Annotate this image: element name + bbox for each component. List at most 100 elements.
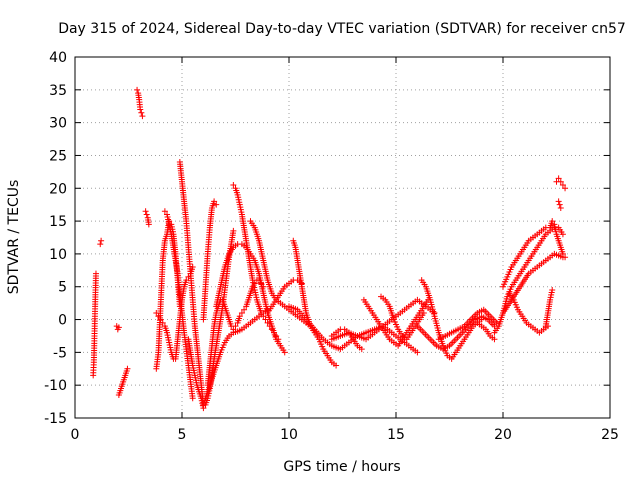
y-tick-label: 30	[49, 116, 67, 132]
data-point	[557, 178, 564, 185]
data-point	[559, 181, 566, 188]
x-tick-label: 0	[71, 427, 80, 443]
series-a14	[290, 237, 340, 369]
series-t2b	[115, 365, 131, 399]
series-a16	[328, 296, 438, 343]
data-point	[273, 332, 280, 339]
data-point	[557, 204, 564, 211]
data-point	[264, 319, 271, 326]
series-a9	[200, 198, 220, 323]
y-tick-label: 35	[49, 83, 67, 99]
series-t3.4	[142, 208, 152, 228]
data-point	[189, 264, 196, 271]
data-point	[143, 211, 150, 218]
data-point	[268, 326, 275, 333]
data-point	[124, 365, 131, 372]
series-a30	[553, 175, 569, 192]
data-point	[157, 316, 164, 323]
axis-ticks: 0 5 10 15 20 25 -15 -10 -5 0 5 10 15 20 25 30 35 40	[44, 50, 619, 443]
y-tick-label: 25	[49, 148, 67, 164]
series-a4	[176, 159, 207, 408]
x-tick-label: 5	[178, 427, 187, 443]
series-a17	[328, 326, 365, 353]
series-t0.8	[90, 270, 99, 379]
data-point	[238, 309, 245, 316]
series-a29	[547, 218, 569, 261]
x-axis-label: GPS time / hours	[283, 459, 400, 475]
data-point	[213, 201, 220, 208]
x-tick-label: 25	[601, 427, 619, 443]
data-point	[562, 254, 569, 261]
y-axis-label: SDTVAR / TECUs	[6, 180, 22, 295]
series-a27	[506, 290, 551, 336]
series-a28	[542, 287, 556, 330]
data-point	[115, 324, 122, 331]
data-point	[161, 208, 168, 215]
data-point	[414, 349, 421, 356]
x-tick-label: 15	[387, 427, 405, 443]
data-point	[134, 86, 141, 93]
y-tick-label: 10	[49, 247, 67, 263]
data-point	[271, 329, 278, 336]
series-a7	[204, 277, 267, 389]
series-a26	[500, 250, 566, 316]
data-point	[145, 221, 152, 228]
data-point	[211, 198, 218, 205]
data-point	[556, 201, 563, 208]
data-point	[555, 198, 562, 205]
series-a13	[264, 277, 305, 316]
data-point	[562, 185, 569, 192]
data-point	[493, 319, 500, 326]
y-tick-label: 0	[58, 313, 67, 329]
series-a1	[153, 218, 183, 372]
data-point	[555, 175, 562, 182]
data-point	[142, 208, 149, 215]
series-a25	[500, 224, 549, 290]
series-a22	[435, 306, 500, 343]
data-point	[97, 241, 104, 248]
series-t3	[134, 86, 146, 120]
data-point	[138, 109, 145, 116]
data-point	[333, 362, 340, 369]
data-point	[281, 349, 288, 356]
data-point	[98, 237, 105, 244]
data-point	[559, 231, 566, 238]
y-tick-label: -15	[44, 411, 67, 427]
data-point	[275, 336, 282, 343]
x-tick-label: 20	[494, 427, 512, 443]
series-a8	[200, 306, 271, 408]
series-a19	[378, 293, 427, 343]
data-point	[139, 113, 146, 120]
grid	[75, 57, 610, 418]
data-point	[137, 106, 144, 113]
data-point	[155, 313, 162, 320]
data-point	[230, 227, 237, 234]
data-point	[189, 395, 196, 402]
x-tick-label: 10	[280, 427, 298, 443]
data-point	[183, 277, 190, 284]
data-points	[90, 86, 569, 412]
data-point	[262, 316, 269, 323]
data-point	[549, 218, 556, 225]
data-point	[185, 273, 192, 280]
data-point	[153, 309, 160, 316]
y-tick-label: 20	[49, 181, 67, 197]
data-point	[236, 313, 243, 320]
y-tick-label: -5	[53, 345, 67, 361]
series-a5	[172, 264, 196, 362]
data-point	[241, 306, 248, 313]
series-a31	[555, 198, 564, 211]
data-point	[420, 309, 427, 316]
data-point	[159, 319, 166, 326]
y-tick-label: 15	[49, 214, 67, 230]
data-point	[559, 250, 566, 257]
data-point	[232, 323, 239, 330]
data-point	[260, 313, 267, 320]
y-tick-label: -10	[44, 378, 67, 394]
data-point	[266, 323, 273, 330]
data-point	[258, 309, 265, 316]
data-point	[92, 270, 99, 277]
series-a23	[474, 319, 498, 343]
series-a11	[230, 181, 282, 343]
